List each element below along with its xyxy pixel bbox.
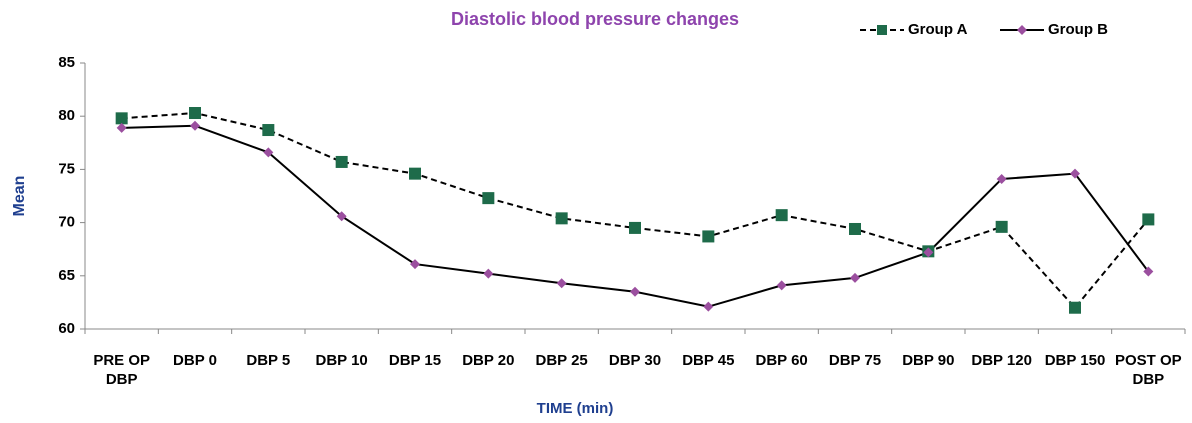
x-tick-label: DBP 30 — [608, 352, 662, 369]
y-tick-label: 70 — [58, 214, 75, 231]
marker — [1143, 266, 1154, 277]
marker — [115, 112, 128, 125]
marker — [629, 221, 641, 234]
marker — [263, 147, 274, 158]
marker — [703, 301, 714, 312]
x-tick-label: DBP 10 — [315, 352, 368, 369]
y-tick-label: 60 — [58, 320, 75, 337]
chart-title: Diastolic blood pressure changes — [451, 9, 739, 29]
x-tick-label: DBP 0 — [173, 352, 217, 369]
x-tick-label: DBP 75 — [828, 352, 882, 369]
series-line — [121, 124, 1150, 308]
marker — [409, 167, 421, 180]
marker — [630, 286, 640, 297]
marker — [776, 280, 787, 291]
x-tick-label: PRE OP DBP — [93, 352, 150, 388]
x-tick-label: DBP 15 — [388, 352, 442, 369]
marker — [555, 212, 568, 225]
marker — [482, 192, 495, 205]
marker — [483, 268, 494, 279]
x-axis-label: TIME (min) — [537, 400, 614, 417]
y-tick-label: 80 — [58, 107, 75, 124]
marker — [1069, 301, 1081, 314]
marker — [995, 220, 1008, 233]
marker — [336, 211, 347, 222]
marker — [850, 272, 860, 283]
y-tick-label: 85 — [58, 54, 75, 71]
x-tick-label: POST OP DBP — [1114, 352, 1182, 388]
series-line — [121, 111, 1150, 310]
legend-label: Group B — [1048, 21, 1108, 38]
marker — [923, 247, 934, 258]
legend-label: Group A — [908, 21, 968, 38]
x-tick-label: DBP 90 — [902, 352, 955, 369]
y-axis-label: Mean — [11, 176, 28, 217]
marker — [262, 124, 275, 137]
marker — [996, 173, 1007, 184]
x-tick-label: DBP 45 — [682, 352, 735, 369]
x-tick-label: DBP 120 — [971, 352, 1032, 369]
x-tick-label: DBP 25 — [535, 352, 588, 369]
y-tick-label: 75 — [58, 160, 75, 177]
x-tick-label: DBP 150 — [1044, 352, 1106, 369]
marker — [190, 120, 200, 131]
marker — [775, 209, 788, 222]
marker — [1142, 213, 1155, 226]
marker — [1070, 168, 1080, 179]
marker — [702, 230, 715, 243]
marker — [410, 259, 420, 270]
y-tick-label: 65 — [58, 267, 75, 284]
marker — [335, 155, 348, 168]
legend-marker — [1017, 25, 1027, 35]
marker — [556, 278, 567, 289]
marker — [189, 107, 201, 120]
x-tick-label: DBP 20 — [462, 352, 515, 369]
x-tick-label: DBP 5 — [246, 352, 291, 369]
marker — [849, 222, 861, 235]
x-tick-label: DBP 60 — [755, 352, 808, 369]
marker — [116, 122, 127, 133]
legend-marker — [877, 25, 887, 35]
